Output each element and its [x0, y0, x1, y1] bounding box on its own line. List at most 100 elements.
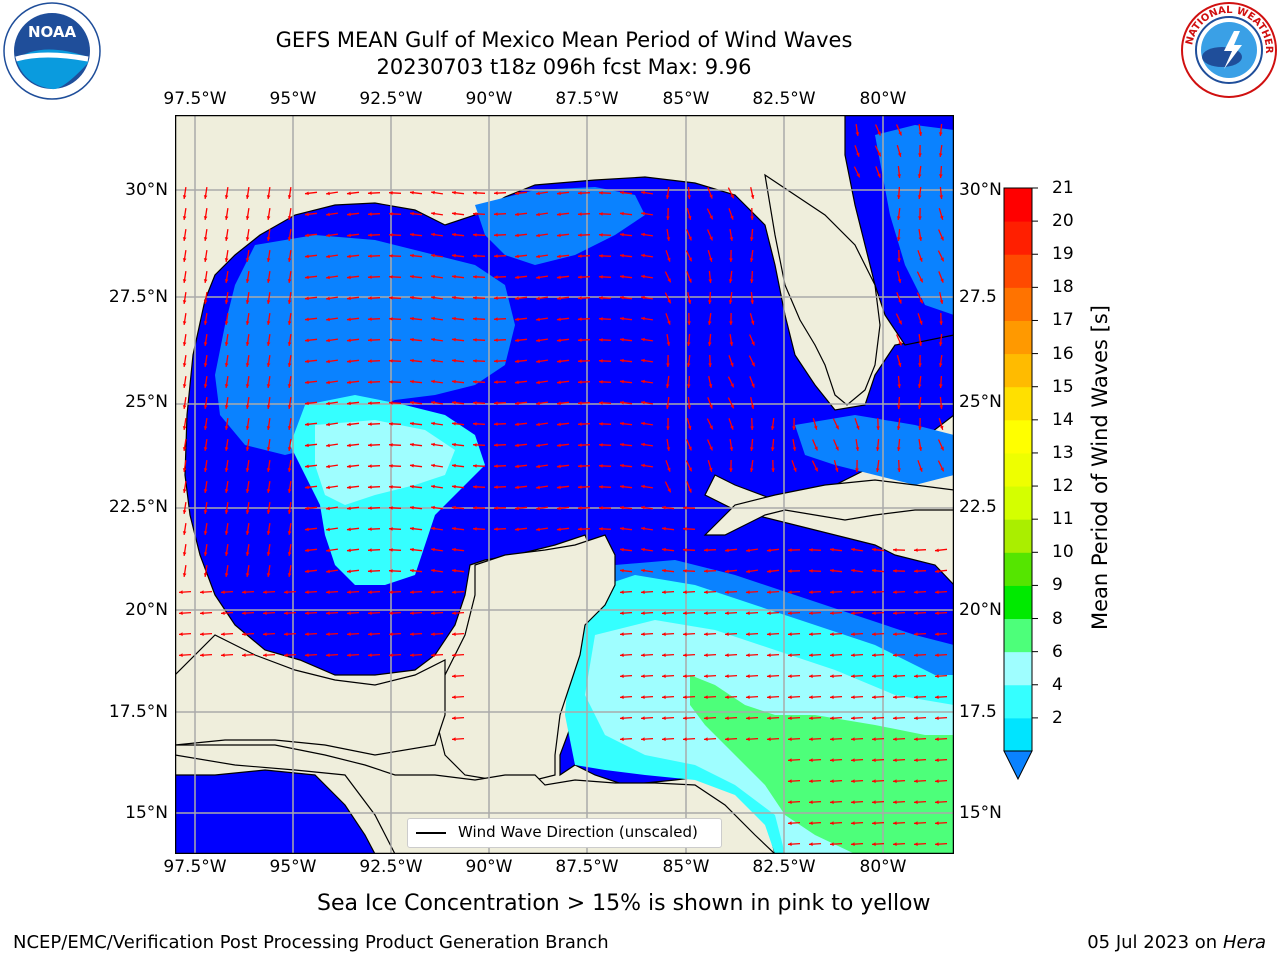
wind-arrow-head: [389, 611, 393, 615]
wind-arrow-head: [749, 447, 754, 451]
wind-arrow-head: [641, 737, 645, 741]
colorbar-segment-14: [1004, 287, 1032, 321]
wind-arrow-head: [368, 401, 372, 405]
chart-title-line2: 20230703 t18z 096h fcst Max: 9.96: [376, 55, 752, 79]
wind-arrow-head: [893, 758, 897, 762]
wind-arrow-head: [287, 237, 292, 241]
wind-arrow-head: [224, 363, 229, 367]
wind-arrow-head: [809, 653, 813, 657]
wind-arrow-head: [305, 359, 309, 364]
wind-arrow-head: [940, 236, 944, 241]
wind-arrow-head: [746, 611, 750, 615]
wind-arrow-head: [473, 359, 477, 363]
wind-arrow-head: [389, 422, 393, 426]
wind-arrow-head: [746, 590, 750, 594]
wind-arrow-head: [897, 468, 901, 472]
wind-arrow-head: [203, 531, 208, 535]
wind-arrow-head: [917, 405, 922, 409]
wind-arrow-head: [557, 464, 561, 469]
colorbar-segment-13: [1004, 320, 1032, 355]
wind-arrow-head: [914, 590, 918, 594]
wind-arrow-head: [918, 363, 922, 367]
wind-arrow-head: [897, 279, 902, 283]
wind-arrow-head: [224, 573, 229, 577]
colorbar-tick-2: 19: [1052, 244, 1074, 265]
wind-arrow-head: [620, 211, 624, 216]
wind-arrow-head: [326, 569, 330, 574]
wind-arrow-head: [855, 468, 859, 472]
wind-arrow-head: [729, 237, 734, 241]
wind-arrow-head: [897, 362, 902, 367]
wind-arrow-head: [326, 401, 330, 406]
wind-arrow-head: [431, 505, 435, 510]
wind-arrow-head: [515, 233, 519, 238]
wind-arrow-head: [620, 611, 624, 615]
wind-arrow-head: [410, 337, 414, 342]
sea-ice-note: Sea Ice Concentration > 15% is shown in …: [317, 891, 931, 916]
wind-arrow-head: [809, 716, 813, 720]
wind-arrow-head: [935, 842, 939, 846]
wind-arrow-head: [872, 779, 876, 783]
wind-arrow-head: [494, 233, 498, 237]
wind-arrow-head: [641, 695, 645, 699]
wind-arrow-head: [473, 422, 477, 426]
wind-arrow-head: [851, 653, 855, 657]
wind-arrow-head: [200, 590, 204, 594]
wind-arrow-head: [266, 237, 271, 241]
wind-arrow-head: [473, 380, 477, 384]
wind-arrow-head: [305, 590, 309, 594]
wind-arrow-head: [410, 211, 414, 216]
wind-arrow-head: [835, 446, 839, 451]
wind-arrow-head: [729, 468, 733, 472]
wind-arrow-head: [641, 674, 645, 678]
wind-arrow-head: [287, 552, 292, 556]
wind-arrow-head: [452, 232, 456, 237]
wind-arrow-head: [389, 548, 393, 552]
wind-arrow-head: [536, 275, 540, 280]
wind-arrow-head: [683, 548, 687, 552]
wind-arrow-head: [620, 274, 624, 279]
wind-arrow-head: [245, 447, 250, 451]
wind-arrow-head: [809, 548, 813, 552]
wind-arrow-head: [221, 653, 225, 657]
colorbar-tick-15: 4: [1052, 674, 1063, 695]
wind-arrow-head: [835, 425, 839, 430]
wind-arrow-head: [536, 527, 540, 532]
wind-arrow-head: [620, 421, 624, 426]
wind-arrow-head: [266, 573, 271, 577]
wind-arrow-head: [347, 233, 351, 238]
wind-arrow-head: [730, 425, 734, 430]
wind-arrow-head: [410, 316, 414, 321]
colorbar-tick-14: 6: [1052, 641, 1063, 662]
wind-arrow-head: [182, 552, 187, 556]
wind-arrow-head: [767, 737, 771, 741]
wind-arrow-head: [708, 279, 712, 283]
wind-arrow-head: [665, 195, 670, 199]
wind-arrow-head: [746, 569, 750, 574]
wind-arrow-head: [389, 275, 393, 279]
wind-arrow-head: [347, 212, 351, 217]
colorbar-frame: [1003, 187, 1033, 752]
wind-arrow-head: [935, 737, 939, 741]
wind-arrow-head: [515, 464, 519, 469]
wind-arrow-head: [473, 296, 477, 300]
wind-arrow-head: [203, 489, 208, 493]
wind-arrow-head: [179, 611, 183, 615]
wind-arrow-head: [182, 195, 187, 199]
wind-arrow-head: [557, 485, 561, 490]
wind-arrow-head: [578, 338, 582, 342]
wind-arrow-head: [897, 174, 901, 178]
mid-blue-atlantic: [875, 125, 954, 315]
mexico-south: [175, 634, 446, 756]
wind-arrow-head: [473, 212, 477, 216]
wind-arrow-head: [662, 632, 666, 636]
wind-arrow-head: [431, 190, 435, 195]
wind-arrow-head: [245, 195, 250, 199]
wind-arrow-head: [641, 547, 645, 552]
wind-arrow-head: [750, 405, 755, 409]
wind-arrow-head: [683, 569, 687, 573]
wind-arrow-head: [368, 632, 372, 636]
lon-tick-top-7: 80°W: [859, 89, 907, 109]
wind-arrow-head: [939, 300, 944, 304]
wind-arrow-head: [431, 632, 435, 636]
